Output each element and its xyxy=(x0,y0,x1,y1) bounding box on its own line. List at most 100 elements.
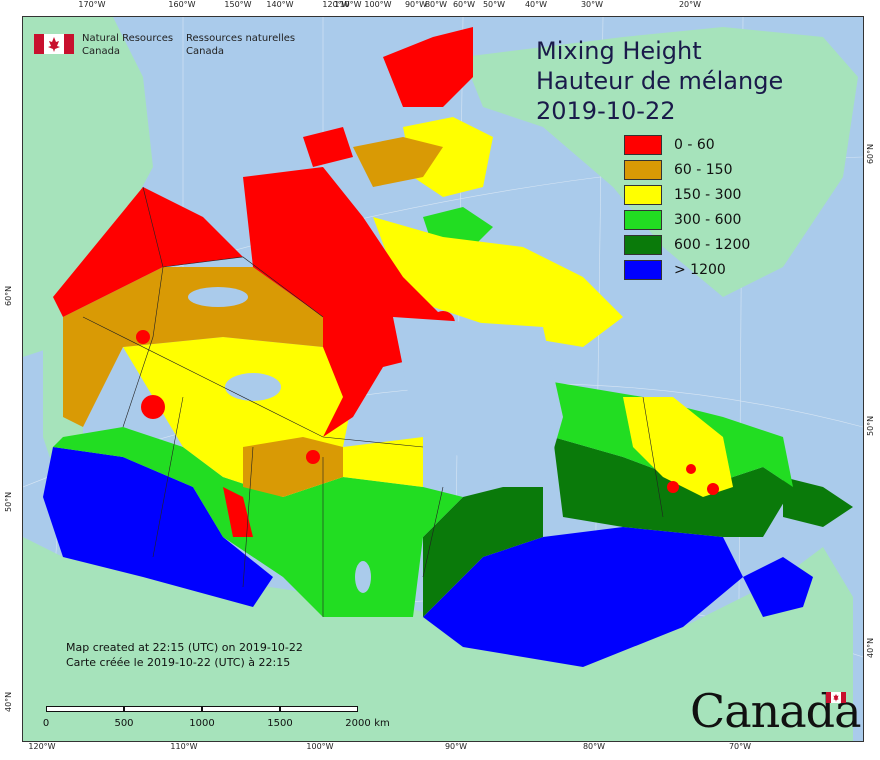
top-tick: 150°W xyxy=(224,0,252,9)
agency-name-french: Ressources naturelles Canada xyxy=(186,32,316,58)
hudson-bay xyxy=(393,317,563,487)
legend-item: 300 - 600 xyxy=(624,207,750,232)
agency-name-en-line1: Natural Resources xyxy=(82,33,174,44)
legend-item: > 1200 xyxy=(624,257,750,282)
legend-swatch xyxy=(624,234,662,255)
top-tick: 170°W xyxy=(78,0,106,9)
scale-label: 1500 xyxy=(267,718,293,729)
lake-winnipeg xyxy=(355,561,371,593)
top-tick: 20°W xyxy=(678,0,702,9)
wordmark-flag-icon xyxy=(826,692,846,703)
top-tick: 160°W xyxy=(168,0,196,9)
lakes xyxy=(188,287,563,593)
top-tick: 90°W xyxy=(404,0,428,9)
bottom-tick: 110°W xyxy=(170,742,198,751)
right-tick: 50°N xyxy=(866,415,875,436)
zone-0-60-ellesmere xyxy=(383,27,473,107)
scale-bar: 0 500 1000 1500 2000 km xyxy=(42,706,390,736)
top-tick: 140°W xyxy=(266,0,294,9)
legend-swatch xyxy=(624,259,662,280)
legend-label: 300 - 600 xyxy=(674,211,742,228)
great-slave-lake xyxy=(225,373,281,401)
hotspot xyxy=(136,330,150,344)
hotspot xyxy=(686,464,696,474)
legend-label: > 1200 xyxy=(674,261,726,278)
bottom-tick: 80°W xyxy=(582,742,606,751)
credit-english: Map created at 22:15 (UTC) on 2019-10-22 xyxy=(66,641,303,654)
hotspot xyxy=(707,483,719,495)
bottom-tick: 90°W xyxy=(444,742,468,751)
top-tick: 40°W xyxy=(524,0,548,9)
legend-label: 600 - 1200 xyxy=(674,236,751,253)
top-tick: 110°W xyxy=(334,0,362,9)
bottom-tick: 70°W xyxy=(728,742,752,751)
legend-swatch xyxy=(624,159,662,180)
top-tick: 50°W xyxy=(482,0,506,9)
zone-150-300-baffin xyxy=(373,217,623,347)
zone-600-1200-newfoundland xyxy=(783,477,853,527)
legend-label: 60 - 150 xyxy=(674,161,733,178)
agency-name-en-line2: Canada xyxy=(82,46,121,57)
hotspot xyxy=(223,487,253,537)
alaska xyxy=(23,17,153,357)
map-title: Mixing Height Hauteur de mélange 2019-10… xyxy=(536,36,783,126)
top-longitude-ticks: 170°W 160°W 150°W 140°W 120°W 110°W 100°… xyxy=(0,0,880,16)
scale-label: 1000 xyxy=(189,718,215,729)
legend-label: 150 - 300 xyxy=(674,186,742,203)
zone-0-60-islands xyxy=(303,127,353,167)
scale-label: 0 xyxy=(42,718,50,729)
scale-segment xyxy=(202,706,280,712)
zone-600-1200-central xyxy=(423,487,543,617)
credit-french: Carte créée le 2019-10-22 (UTC) à 22:15 xyxy=(66,656,291,669)
zone-0-60-yukon xyxy=(53,187,243,317)
bottom-tick: 120°W xyxy=(28,742,56,751)
scale-segment xyxy=(46,706,124,712)
hotspot xyxy=(306,450,320,464)
canada-flag-icon xyxy=(34,34,74,54)
title-date: 2019-10-22 xyxy=(536,97,676,125)
legend-item: 150 - 300 xyxy=(624,182,750,207)
zone-over-1200-east xyxy=(423,527,743,667)
scale-segment xyxy=(124,706,202,712)
zone-over-1200-west xyxy=(43,447,273,607)
agency-name-english: Natural Resources Canada xyxy=(82,32,182,58)
scale-segment xyxy=(280,706,358,712)
legend-item: 600 - 1200 xyxy=(624,232,750,257)
province-borders xyxy=(82,186,664,617)
zone-150-300-prairie xyxy=(123,337,423,497)
scale-unit: km xyxy=(374,718,390,729)
top-tick: 120°W xyxy=(322,0,350,9)
legend-swatch xyxy=(624,134,662,155)
left-latitude-ticks: 60°N 50°N 40°N xyxy=(0,0,22,760)
top-tick: 80°W xyxy=(424,0,448,9)
map-credit: Map created at 22:15 (UTC) on 2019-10-22… xyxy=(66,640,303,670)
right-latitude-ticks: 60°N 50°N 40°N xyxy=(862,0,880,760)
top-tick: 100°W xyxy=(364,0,392,9)
zone-150-300-quebec xyxy=(623,397,733,497)
hotspot xyxy=(141,395,165,419)
legend-item: 60 - 150 xyxy=(624,157,750,182)
bottom-tick: 100°W xyxy=(306,742,334,751)
legend-swatch xyxy=(624,184,662,205)
zone-0-60-nunavut xyxy=(243,167,443,437)
zone-60-150-prairie xyxy=(243,437,343,497)
zone-60-150-northwest xyxy=(63,267,323,427)
scale-label: 500 xyxy=(114,718,134,729)
right-tick: 40°N xyxy=(866,637,875,658)
title-english: Mixing Height xyxy=(536,37,702,65)
zone-60-150-arctic xyxy=(353,137,443,187)
mixing-height-zones xyxy=(43,27,853,667)
scale-label: 2000 xyxy=(345,718,371,729)
right-tick: 60°N xyxy=(866,143,875,164)
title-french: Hauteur de mélange xyxy=(536,67,784,95)
top-tick: 60°W xyxy=(452,0,476,9)
hotspot xyxy=(667,481,679,493)
great-bear-lake xyxy=(188,287,248,307)
agency-name-fr-line2: Canada xyxy=(186,46,225,57)
legend-item: 0 - 60 xyxy=(624,132,750,157)
left-tick: 60°N xyxy=(4,285,13,306)
bottom-longitude-ticks: 120°W 110°W 100°W 90°W 80°W 70°W xyxy=(0,742,880,758)
left-tick: 40°N xyxy=(4,691,13,712)
top-tick: 30°W xyxy=(580,0,604,9)
